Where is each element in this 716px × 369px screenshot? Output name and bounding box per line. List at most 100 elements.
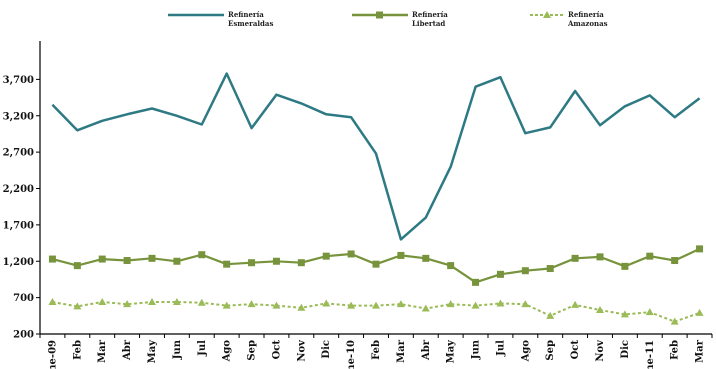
- x-tick-label: Sep: [247, 340, 258, 361]
- data-point: [272, 301, 281, 309]
- y-tick-label: 3,200: [3, 111, 34, 122]
- data-point: [101, 120, 103, 122]
- data-point: [450, 166, 452, 168]
- data-point: [98, 255, 106, 263]
- data-point: [521, 267, 529, 275]
- x-tick-label: Sep: [545, 340, 556, 361]
- data-point: [671, 257, 679, 265]
- data-point: [674, 116, 676, 118]
- data-point: [546, 265, 554, 273]
- data-point: [272, 257, 280, 265]
- x-tick-label: Ene-10: [346, 340, 357, 369]
- data-point: [297, 303, 306, 311]
- data-point: [397, 251, 405, 259]
- data-point: [247, 300, 256, 308]
- data-point: [496, 299, 505, 307]
- data-point: [248, 259, 256, 267]
- x-tick-label: Feb: [670, 340, 681, 360]
- x-tick-label: Feb: [371, 340, 382, 360]
- x-tick-label: May: [147, 339, 158, 364]
- data-point: [173, 257, 181, 265]
- data-point: [201, 123, 203, 125]
- data-point: [446, 300, 455, 308]
- data-point: [422, 254, 430, 262]
- series-1: [48, 245, 704, 286]
- x-tick-label: Ago: [222, 340, 233, 363]
- y-tick-label: 2,700: [3, 148, 34, 159]
- data-point: [226, 73, 228, 75]
- data-point: [322, 252, 330, 260]
- x-tick-label: Ene-11: [645, 340, 656, 369]
- data-point: [48, 297, 57, 305]
- x-tick-label: Abr: [122, 339, 133, 361]
- data-point: [73, 262, 81, 270]
- data-point: [347, 301, 356, 309]
- data-point: [400, 238, 402, 240]
- data-point: [574, 90, 576, 92]
- x-tick-label: May: [446, 339, 457, 364]
- data-point: [472, 278, 480, 286]
- legend-label-esmeraldas: Refinería Esmeraldas: [228, 10, 274, 28]
- data-point: [524, 132, 526, 134]
- x-tick-label: Jun: [172, 339, 183, 360]
- x-tick-label: Mar: [396, 339, 407, 363]
- y-tick-label: 200: [13, 330, 34, 341]
- data-point: [571, 300, 580, 308]
- x-tick-label: Ene-09: [47, 340, 58, 369]
- data-point: [421, 304, 430, 312]
- data-point: [372, 260, 380, 268]
- data-point: [624, 105, 626, 107]
- data-point: [98, 297, 107, 305]
- x-tick-label: Abr: [421, 339, 432, 361]
- data-point: [696, 245, 704, 253]
- data-point: [471, 301, 480, 309]
- series-0: [51, 72, 701, 241]
- y-tick-label: 700: [13, 293, 34, 304]
- y-tick-label: 2,200: [3, 184, 34, 195]
- data-point: [51, 104, 53, 106]
- x-tick-label: Jun: [471, 339, 482, 360]
- data-point: [375, 153, 377, 155]
- legend-swatch-libertad: [352, 11, 408, 19]
- data-point: [222, 301, 231, 309]
- data-point: [48, 255, 56, 263]
- legend-item-esmeraldas: Refinería Esmeraldas: [168, 10, 273, 40]
- data-point: [670, 317, 679, 325]
- x-tick-label: Jul: [495, 340, 506, 357]
- data-point: [447, 262, 455, 270]
- data-point: [695, 308, 704, 316]
- data-point: [549, 126, 551, 128]
- data-point: [699, 97, 701, 99]
- y-tick-label: 1,700: [3, 220, 34, 231]
- data-point: [571, 254, 579, 262]
- x-tick-label: Jul: [197, 340, 208, 357]
- x-tick-label: Mar: [695, 339, 706, 363]
- series-2: [48, 297, 704, 325]
- x-tick-label: Dic: [321, 340, 332, 359]
- legend-label-libertad: Refinería Libertad: [412, 10, 448, 28]
- x-axis: Ene-09 Feb Mar Abr May Jun Jul Ago Sep Oct Nov Dic E…: [39, 333, 713, 369]
- data-point: [197, 298, 206, 306]
- x-tick-label: Mar: [97, 339, 108, 363]
- x-tick-label: Oct: [570, 340, 581, 360]
- data-point: [645, 308, 654, 316]
- data-point: [148, 254, 156, 262]
- data-point: [372, 301, 380, 309]
- data-point: [148, 297, 156, 305]
- data-point: [599, 124, 601, 126]
- data-point: [275, 94, 277, 96]
- legend-swatch-amazonas: [530, 11, 564, 18]
- series-line: [51, 72, 701, 241]
- data-point: [322, 299, 331, 307]
- data-point: [347, 250, 355, 258]
- y-tick-label: 1,200: [3, 257, 34, 268]
- data-point: [300, 102, 302, 104]
- data-point: [621, 262, 629, 270]
- data-point: [198, 251, 206, 259]
- series-layer: [48, 72, 704, 325]
- x-tick-label: Nov: [595, 339, 606, 362]
- data-point: [223, 260, 231, 268]
- legend-label-amazonas: Refinería Amazonas: [568, 10, 608, 28]
- data-point: [123, 300, 132, 308]
